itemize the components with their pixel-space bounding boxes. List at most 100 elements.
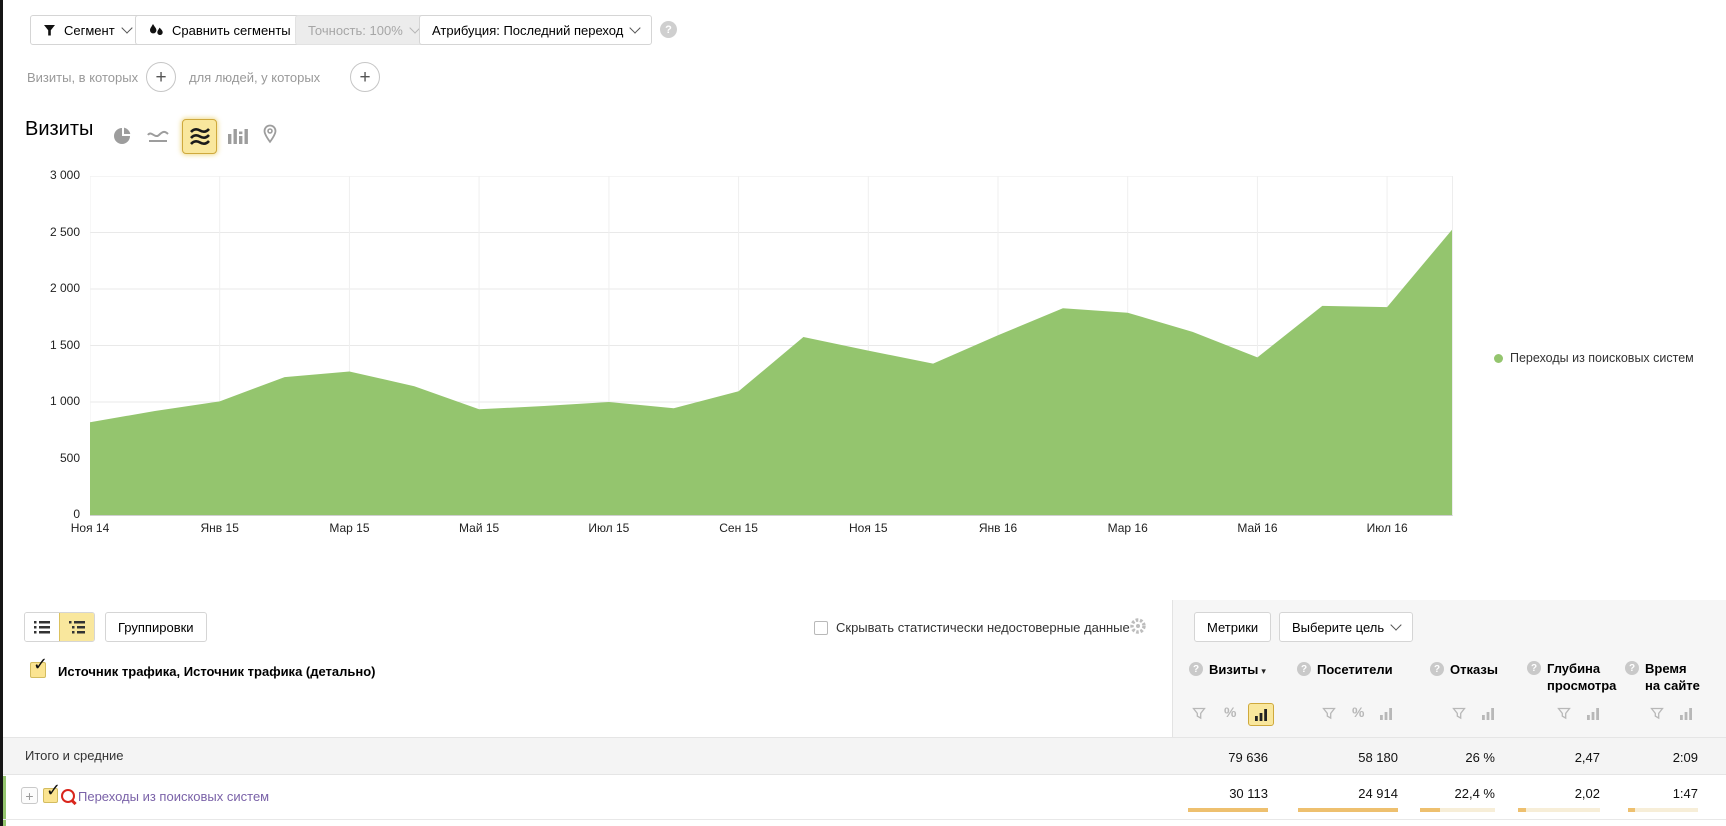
bars-view-icon-selected[interactable]: [1248, 703, 1274, 726]
y-axis-label: 1 500: [49, 337, 80, 352]
filter-funnel-icon[interactable]: [1322, 707, 1336, 725]
column-header-time-on-site[interactable]: ? Время на сайте: [1625, 660, 1700, 694]
visits-condition-label: Визиты, в которых: [27, 70, 139, 85]
chevron-down-icon: [121, 22, 133, 34]
expand-row-button[interactable]: +: [21, 787, 38, 804]
y-axis-label: 2 000: [49, 281, 80, 295]
x-axis-label: Мар 16: [1107, 521, 1148, 535]
precision-button[interactable]: Точность: 100%: [295, 15, 432, 45]
line-chart-icon[interactable]: [147, 128, 169, 149]
row-visitors: 24 914: [1358, 786, 1398, 801]
bars-view-icon[interactable]: [1380, 707, 1393, 725]
dimension-checkbox[interactable]: ✓: [30, 654, 48, 678]
chevron-down-icon: [1390, 619, 1402, 631]
row-checkbox[interactable]: ✓: [43, 780, 61, 803]
compare-segments-button[interactable]: Сравнить сегменты: [135, 15, 320, 45]
help-icon[interactable]: ?: [1297, 662, 1311, 676]
list-view-button[interactable]: [25, 613, 59, 641]
chevron-down-icon: [629, 22, 641, 34]
droplets-icon: [150, 23, 163, 35]
filter-funnel-icon[interactable]: [1557, 707, 1571, 725]
dimension-header: Источник трафика, Источник трафика (дета…: [58, 664, 376, 679]
view-mode-toggle: [24, 612, 95, 642]
filter-funnel-icon[interactable]: [1452, 707, 1466, 725]
column-header-visits[interactable]: ? Визиты ▾: [1189, 661, 1266, 680]
totals-bounces: 26 %: [1465, 750, 1495, 765]
x-axis-label: Ноя 14: [70, 521, 110, 535]
totals-visitors: 58 180: [1358, 750, 1398, 765]
hide-unreliable-label: Скрывать статистически недостоверные дан…: [836, 620, 1130, 635]
area-chart-icon-selected[interactable]: [182, 119, 217, 154]
area-chart-icon: [189, 128, 210, 145]
totals-visits: 79 636: [1228, 750, 1268, 765]
metrics-button[interactable]: Метрики: [1194, 612, 1272, 642]
legend-item[interactable]: Переходы из поисковых систем: [1494, 351, 1694, 365]
totals-page-depth: 2,47: [1574, 750, 1600, 765]
column-header-bounces[interactable]: ? Отказы: [1430, 661, 1498, 678]
add-visit-condition-button[interactable]: +: [146, 62, 176, 92]
map-pin-icon[interactable]: [262, 124, 278, 150]
column-header-page-depth[interactable]: ? Глубина просмотра: [1527, 660, 1616, 694]
attribution-button[interactable]: Атрибуция: Последний переход: [419, 15, 653, 45]
bars-view-icon[interactable]: [1680, 707, 1693, 725]
visits-area-chart[interactable]: [90, 176, 1453, 516]
segment-button-label: Сегмент: [64, 22, 115, 38]
y-axis-label: 3 000: [49, 168, 80, 182]
funnel-filled-icon: [44, 24, 55, 35]
x-axis-label: Май 15: [459, 521, 500, 535]
bars-icon: [1254, 708, 1267, 721]
filter-funnel-icon[interactable]: [1650, 707, 1664, 725]
row-link-search-traffic[interactable]: Переходы из поисковых систем: [78, 789, 270, 804]
percent-view-icon[interactable]: %: [1352, 704, 1365, 720]
pie-chart-icon[interactable]: [112, 126, 132, 151]
value-bar: [1298, 808, 1398, 812]
help-icon[interactable]: ?: [1625, 661, 1639, 675]
y-axis-label: 500: [59, 450, 80, 465]
column-chart-icon[interactable]: [228, 126, 248, 150]
sort-desc-icon: ▾: [1261, 666, 1266, 676]
help-icon[interactable]: ?: [1189, 662, 1203, 676]
legend-color-dot: [1494, 353, 1503, 363]
add-people-condition-button[interactable]: +: [350, 62, 380, 92]
filter-funnel-icon[interactable]: [1192, 707, 1206, 725]
segment-button[interactable]: Сегмент: [30, 15, 144, 45]
compare-segments-label: Сравнить сегменты: [172, 22, 291, 38]
bars-view-icon[interactable]: [1482, 707, 1495, 725]
groupings-button[interactable]: Группировки: [105, 612, 207, 642]
x-axis-label: Июл 16: [1366, 521, 1408, 535]
search-engine-icon: [61, 789, 75, 803]
x-axis-label: Мар 15: [329, 521, 370, 535]
select-goal-button[interactable]: Выберите цель: [1279, 612, 1414, 642]
attribution-label: Атрибуция: Последний переход: [432, 22, 624, 38]
window-left-edge: [0, 0, 3, 826]
help-icon[interactable]: ?: [1430, 662, 1444, 676]
y-axis-label: 1 000: [49, 394, 80, 408]
x-axis-label: Сен 15: [719, 521, 758, 535]
help-icon[interactable]: ?: [1527, 661, 1541, 675]
row-time-on-site: 1:47: [1672, 786, 1698, 801]
legend-label: Переходы из поисковых систем: [1510, 351, 1694, 365]
value-bar: [1420, 808, 1495, 812]
bars-view-icon[interactable]: [1587, 707, 1600, 725]
groupings-label: Группировки: [118, 619, 194, 635]
row-color-stripe: [0, 776, 6, 826]
precision-label: Точность: 100%: [308, 22, 403, 38]
list-view-icon: [34, 621, 50, 634]
gear-icon[interactable]: [1128, 616, 1148, 641]
tree-view-icon: [69, 621, 85, 634]
percent-view-icon[interactable]: %: [1224, 704, 1237, 720]
column-header-visitors[interactable]: ? Посетители: [1297, 661, 1393, 678]
value-bar: [1628, 808, 1698, 812]
people-condition-label: для людей, у которых: [189, 70, 321, 85]
row-bounces: 22,4 %: [1454, 786, 1495, 801]
totals-time-on-site: 2:09: [1672, 750, 1698, 765]
y-axis-label: 2 500: [49, 224, 80, 239]
tree-view-button-selected[interactable]: [59, 613, 94, 641]
value-bar: [1188, 808, 1268, 812]
row-page-depth: 2,02: [1574, 786, 1600, 801]
x-axis-label: Июл 15: [588, 521, 630, 535]
help-icon[interactable]: ?: [660, 21, 677, 38]
select-goal-label: Выберите цель: [1292, 619, 1385, 635]
hide-unreliable-checkbox[interactable]: [814, 621, 828, 635]
